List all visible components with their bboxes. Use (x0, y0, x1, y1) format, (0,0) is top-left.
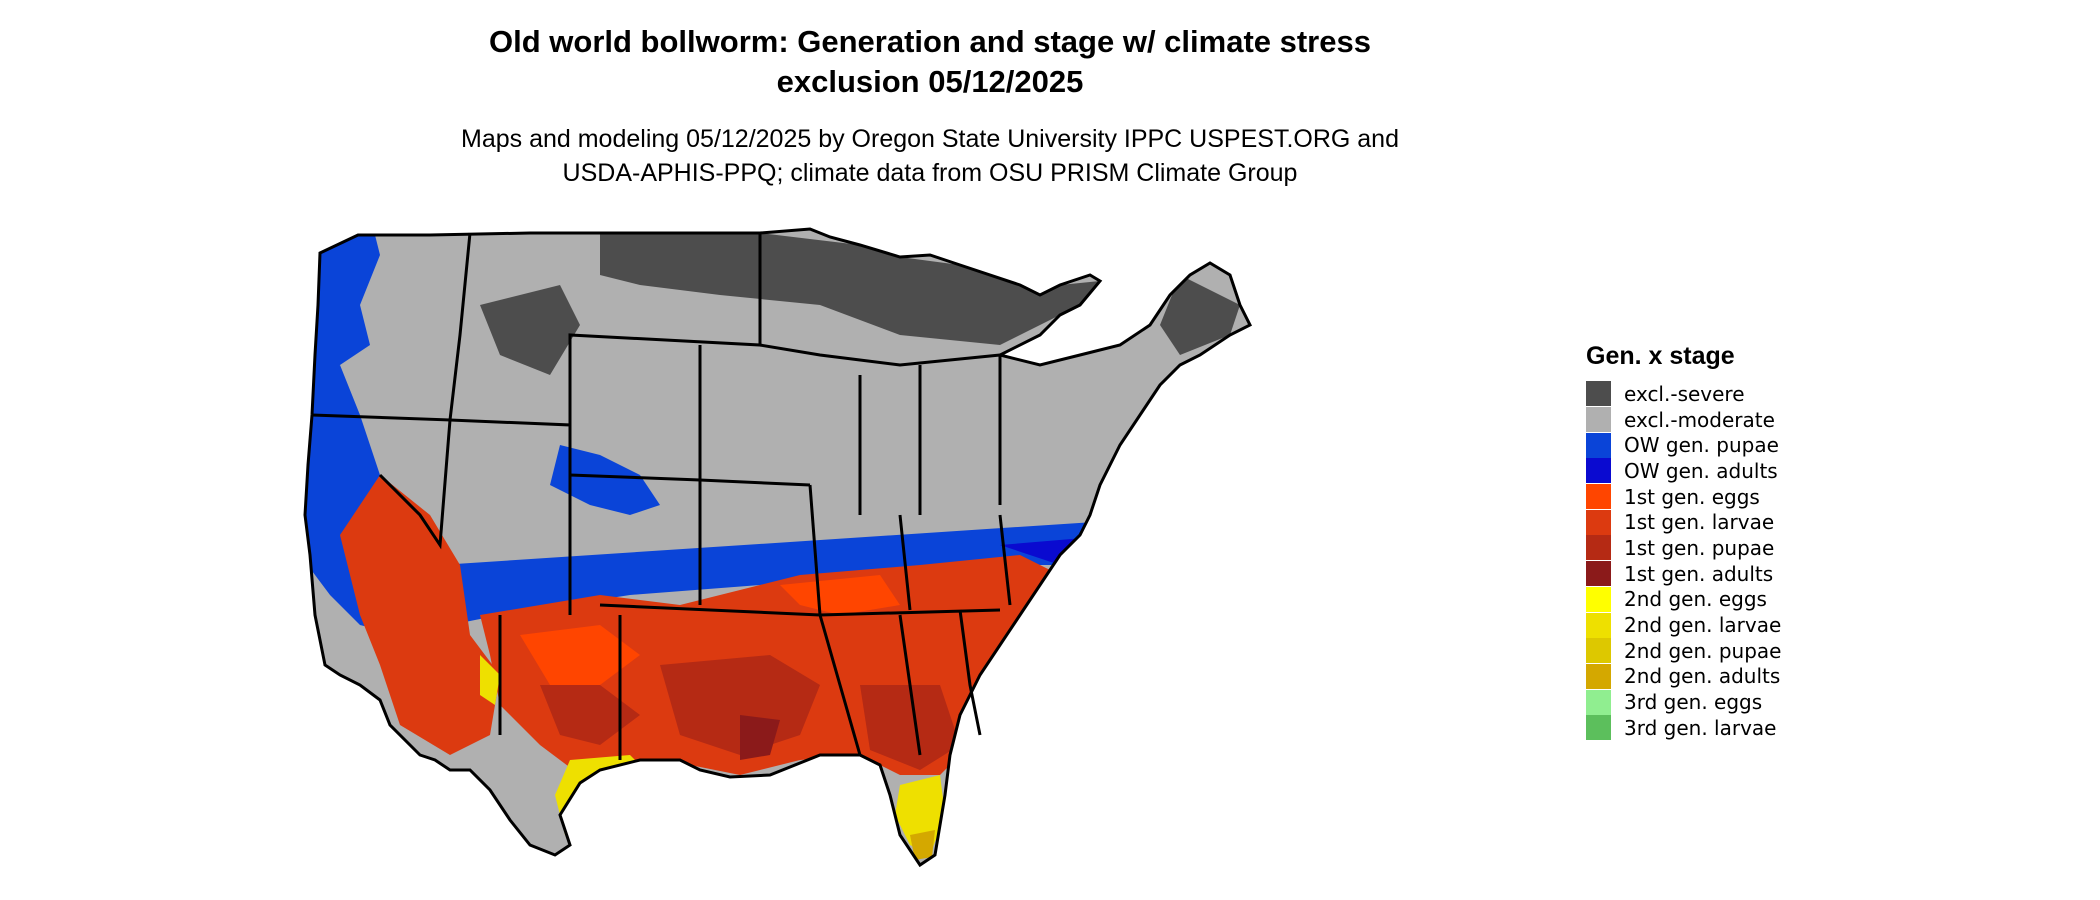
legend-swatch (1586, 612, 1611, 638)
legend-item: OW gen. adults (1586, 458, 1781, 484)
map-subtitle: Maps and modeling 05/12/2025 by Oregon S… (230, 122, 1630, 190)
legend-item: 3rd gen. larvae (1586, 715, 1781, 741)
legend-item: 3rd gen. eggs (1586, 689, 1781, 715)
legend-label: excl.-moderate (1624, 407, 1775, 432)
legend-swatch (1586, 638, 1611, 664)
legend-title: Gen. x stage (1586, 342, 1735, 370)
legend-label: 2nd gen. eggs (1624, 587, 1767, 612)
legend-swatch (1586, 561, 1611, 587)
legend-item: 2nd gen. adults (1586, 663, 1781, 690)
title-line-1: Old world bollworm: Generation and stage… (489, 24, 1371, 59)
legend-item: OW gen. pupae (1586, 432, 1781, 458)
legend-swatch (1586, 509, 1611, 535)
legend: Gen. x stage excl.-severe excl.-moderate O… (1586, 342, 1781, 741)
legend-item: excl.-moderate (1586, 407, 1781, 433)
map-fills (305, 229, 1250, 865)
us-map (300, 215, 1560, 895)
legend-label: OW gen. adults (1624, 458, 1778, 483)
legend-swatch (1586, 458, 1611, 484)
legend-item: 1st gen. larvae (1586, 509, 1781, 535)
state-borders (303, 227, 1253, 868)
legend-label: 2nd gen. larvae (1624, 613, 1782, 638)
legend-swatch (1586, 535, 1611, 561)
legend-label: excl.-severe (1624, 381, 1745, 406)
legend-swatch (1586, 407, 1611, 433)
legend-swatch (1586, 715, 1611, 741)
legend-item: 1st gen. adults (1586, 561, 1781, 587)
legend-swatch (1586, 586, 1611, 612)
legend-swatch (1586, 689, 1611, 715)
us-map-svg (303, 227, 1253, 868)
legend-item: 1st gen. pupae (1586, 535, 1781, 561)
subtitle-line-1: Maps and modeling 05/12/2025 by Oregon S… (461, 125, 1399, 153)
legend-item: 2nd gen. larvae (1586, 612, 1781, 638)
subtitle-line-2: USDA-APHIS-PPQ; climate data from OSU PR… (562, 159, 1298, 187)
legend-label: 2nd gen. adults (1624, 664, 1781, 689)
legend-item: excl.-severe (1586, 381, 1781, 407)
legend-item: 1st gen. eggs (1586, 484, 1781, 510)
legend-swatch (1586, 432, 1611, 458)
legend-items: excl.-severe excl.-moderate OW gen. pupae O… (1586, 381, 1781, 741)
legend-swatch (1586, 663, 1611, 689)
legend-label: 1st gen. larvae (1624, 510, 1775, 535)
title-line-2: exclusion 05/12/2025 (776, 64, 1084, 99)
legend-label: 1st gen. adults (1624, 561, 1774, 586)
legend-label: 3rd gen. larvae (1624, 715, 1777, 740)
legend-label: 3rd gen. eggs (1624, 690, 1763, 715)
legend-label: 1st gen. pupae (1624, 535, 1775, 560)
legend-label: 2nd gen. pupae (1624, 638, 1782, 663)
legend-item: 2nd gen. eggs (1586, 586, 1781, 613)
legend-item: 2nd gen. pupae (1586, 638, 1781, 664)
legend-swatch (1586, 484, 1611, 510)
legend-label: 1st gen. eggs (1624, 484, 1760, 509)
legend-label: OW gen. pupae (1624, 433, 1779, 458)
legend-swatch (1586, 381, 1611, 407)
map-title: Old world bollworm: Generation and stage… (230, 22, 1630, 102)
